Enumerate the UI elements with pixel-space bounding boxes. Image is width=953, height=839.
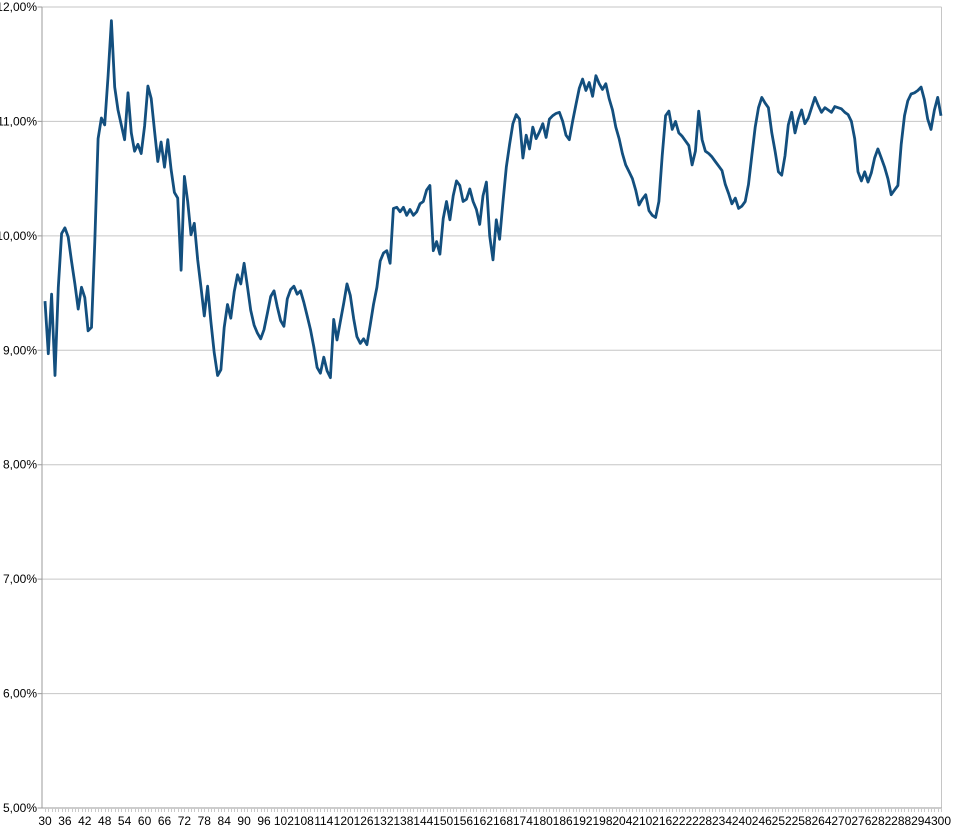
x-axis-label-66: 66 xyxy=(158,814,172,828)
x-axis-label-216: 216 xyxy=(652,814,672,828)
x-axis-label-120: 120 xyxy=(334,814,354,828)
x-axis-label-300: 300 xyxy=(931,814,951,828)
x-axis-label-132: 132 xyxy=(373,814,393,828)
x-axis-label-78: 78 xyxy=(198,814,212,828)
series-polyline xyxy=(43,19,943,380)
x-axis-label-234: 234 xyxy=(712,814,732,828)
gridlines xyxy=(42,6,942,809)
x-axis-label-30: 30 xyxy=(38,814,52,828)
y-axis-label-5pct: 5,00% xyxy=(3,801,37,815)
y-axis-label-11pct: 11,00% xyxy=(0,114,37,128)
x-axis-label-270: 270 xyxy=(831,814,851,828)
x-axis-label-246: 246 xyxy=(752,814,772,828)
x-axis-label-90: 90 xyxy=(237,814,251,828)
x-axis-label-276: 276 xyxy=(851,814,871,828)
x-axis-label-192: 192 xyxy=(573,814,593,828)
x-axis-labels: 30 36 42 48 54 60 66 72 78 84 90 96 102 108 114 120 126 1… xyxy=(38,814,951,828)
axes xyxy=(41,7,942,809)
x-axis-label-42: 42 xyxy=(78,814,92,828)
x-axis-label-126: 126 xyxy=(354,814,374,828)
x-axis-label-252: 252 xyxy=(772,814,792,828)
x-axis-label-174: 174 xyxy=(513,814,533,828)
x-axis-label-108: 108 xyxy=(294,814,314,828)
x-axis-label-186: 186 xyxy=(553,814,573,828)
x-axis-ticks xyxy=(45,808,942,812)
x-axis-label-168: 168 xyxy=(493,814,513,828)
x-axis-label-84: 84 xyxy=(218,814,232,828)
x-axis-label-144: 144 xyxy=(413,814,433,828)
x-axis-label-294: 294 xyxy=(911,814,931,828)
x-axis-label-198: 198 xyxy=(592,814,612,828)
x-axis-label-282: 282 xyxy=(871,814,891,828)
y-axis-label-9pct: 9,00% xyxy=(3,343,37,357)
y-axis-label-10pct: 10,00% xyxy=(0,229,37,243)
x-axis-label-96: 96 xyxy=(257,814,271,828)
x-axis-label-114: 114 xyxy=(314,814,333,828)
x-axis-label-228: 228 xyxy=(692,814,712,828)
x-axis-label-258: 258 xyxy=(792,814,812,828)
x-tick-marks xyxy=(45,808,942,812)
x-axis-label-60: 60 xyxy=(138,814,152,828)
x-axis-label-210: 210 xyxy=(632,814,652,828)
y-tick-marks xyxy=(37,6,42,809)
y-axis-label-7pct: 7,00% xyxy=(3,572,37,586)
x-axis-label-102: 102 xyxy=(274,814,294,828)
y-axis-label-6pct: 6,00% xyxy=(3,687,37,701)
x-axis-label-72: 72 xyxy=(178,814,192,828)
x-axis-label-150: 150 xyxy=(433,814,453,828)
x-axis-label-180: 180 xyxy=(533,814,553,828)
x-axis-label-288: 288 xyxy=(891,814,911,828)
x-axis-label-162: 162 xyxy=(473,814,493,828)
x-axis-label-138: 138 xyxy=(393,814,413,828)
y-axis-label-8pct: 8,00% xyxy=(3,458,37,472)
data-series-line xyxy=(43,19,943,380)
y-axis-labels: 5,00% 6,00% 7,00% 8,00% 9,00% 10,00% 11,00% 12,… xyxy=(0,0,37,815)
x-axis-label-264: 264 xyxy=(811,814,831,828)
y-axis-ticks xyxy=(37,6,42,809)
x-axis-label-240: 240 xyxy=(732,814,752,828)
x-axis-label-222: 222 xyxy=(672,814,692,828)
y-axis-label-12pct: 12,00% xyxy=(0,0,37,14)
x-axis-label-156: 156 xyxy=(453,814,473,828)
x-axis-label-54: 54 xyxy=(118,814,132,828)
x-axis-label-204: 204 xyxy=(612,814,632,828)
x-axis-label-48: 48 xyxy=(98,814,112,828)
x-axis-label-36: 36 xyxy=(58,814,72,828)
